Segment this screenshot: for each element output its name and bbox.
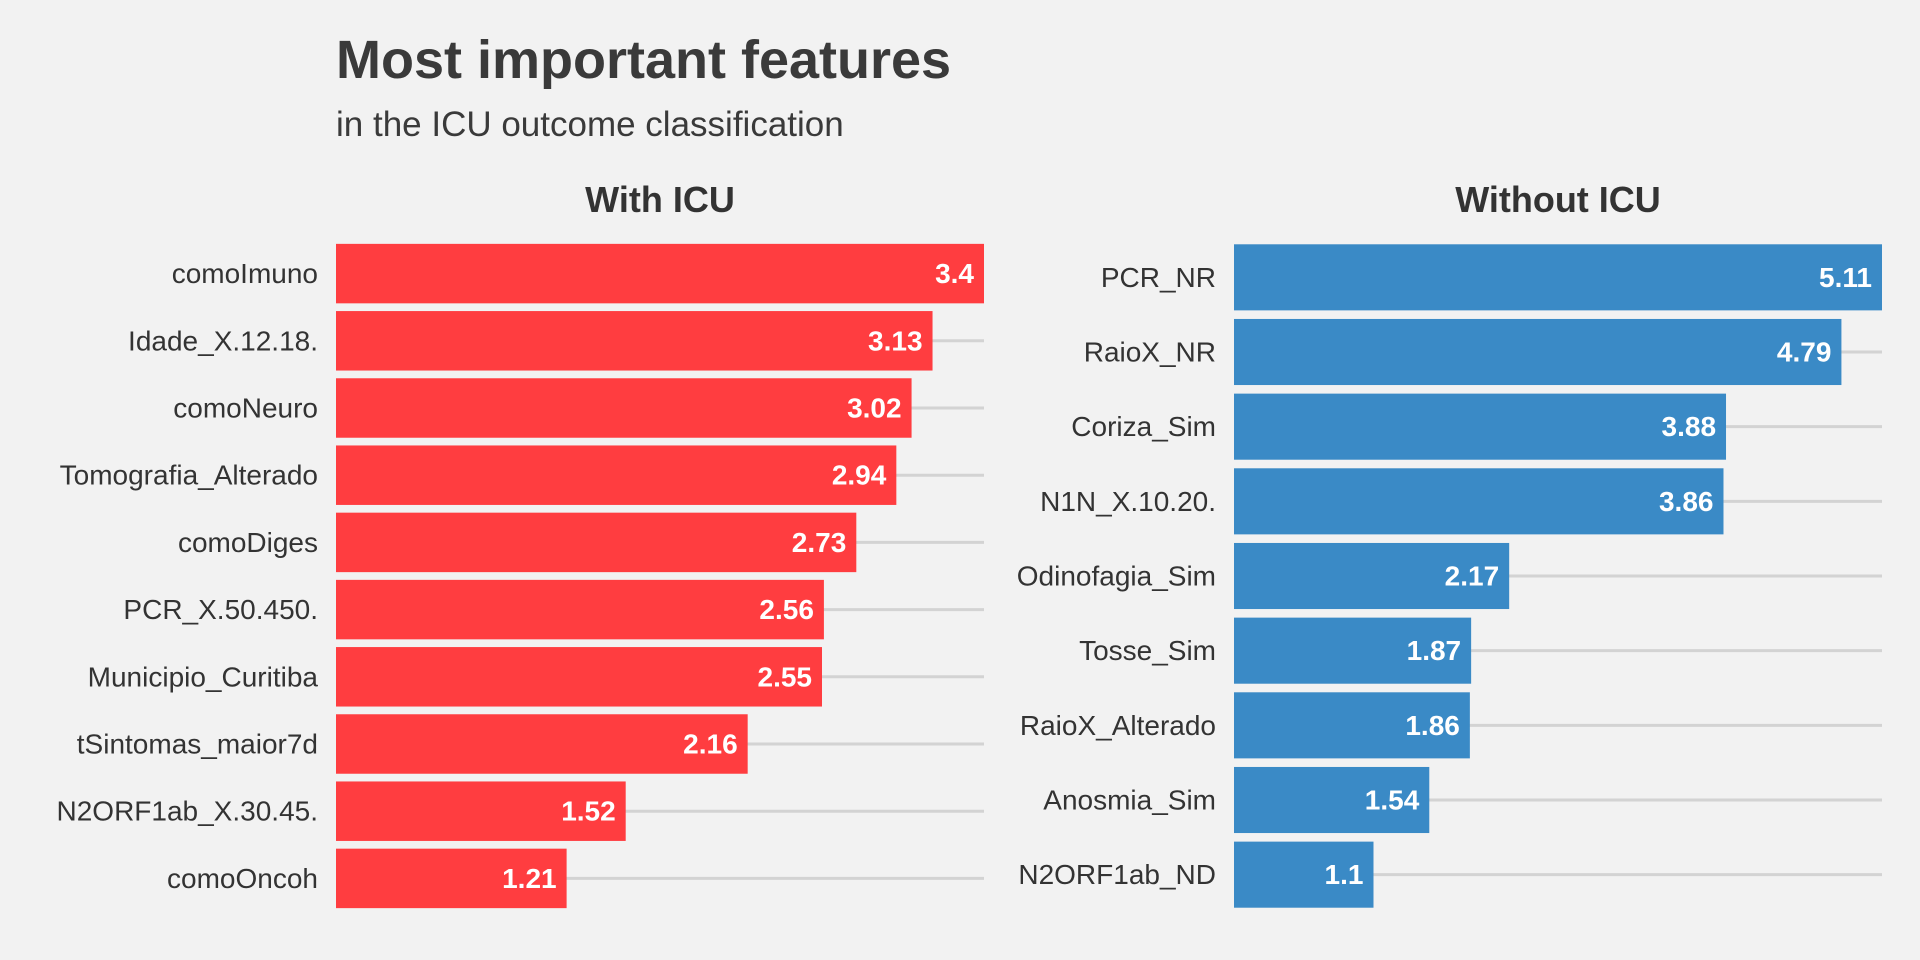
panel-0: With ICU comoImuno 3.4 Idade_X.12.18. 3.13 co…	[57, 179, 984, 909]
bar	[1234, 542, 1510, 610]
category-label: comoOncoh	[167, 863, 318, 894]
value-label: 5.11	[1819, 262, 1872, 293]
category-label: comoImuno	[172, 258, 318, 289]
value-label: 1.86	[1405, 710, 1460, 741]
panel-title: Without ICU	[1455, 179, 1661, 220]
value-label: 4.79	[1777, 337, 1832, 368]
bar	[336, 445, 897, 505]
category-label: Municipio_Curitiba	[88, 661, 319, 692]
value-label: 3.13	[868, 325, 923, 356]
category-label: RaioX_NR	[1084, 337, 1216, 368]
panel-1: Without ICU PCR_NR 5.11 RaioX_NR 4.79 Coriza_…	[1017, 179, 1882, 908]
bar	[336, 378, 912, 438]
value-label: 1.52	[561, 796, 616, 827]
value-label: 3.02	[847, 393, 902, 424]
category-label: Tomografia_Alterado	[60, 460, 318, 491]
value-label: 2.55	[758, 661, 813, 692]
value-label: 2.94	[832, 460, 887, 491]
chart-subtitle: in the ICU outcome classification	[336, 105, 844, 144]
category-label: Odinofagia_Sim	[1017, 561, 1216, 592]
category-label: tSintomas_maior7d	[77, 729, 318, 760]
chart-title: Most important features	[336, 30, 952, 90]
bar	[1234, 244, 1882, 311]
category-label: RaioX_Alterado	[1020, 710, 1216, 741]
category-label: Anosmia_Sim	[1043, 785, 1216, 816]
bar	[1234, 468, 1724, 535]
bar	[1234, 692, 1470, 759]
bar	[336, 647, 822, 707]
bar	[336, 781, 626, 841]
category-label: Coriza_Sim	[1071, 411, 1216, 442]
bar	[1234, 841, 1374, 908]
bar	[1234, 617, 1472, 684]
bar	[336, 512, 857, 573]
category-label: PCR_NR	[1101, 262, 1216, 293]
value-label: 1.21	[502, 863, 557, 894]
bar	[336, 243, 984, 304]
category-label: N2ORF1ab_X.30.45.	[57, 796, 319, 827]
value-label: 2.73	[792, 527, 847, 558]
value-label: 3.4	[935, 258, 974, 289]
value-label: 1.54	[1365, 785, 1420, 816]
value-label: 2.56	[759, 594, 814, 625]
category-label: Tosse_Sim	[1079, 635, 1216, 666]
bar	[336, 714, 748, 774]
bar	[1234, 318, 1842, 386]
value-label: 3.86	[1659, 486, 1714, 517]
category-label: PCR_X.50.450.	[123, 594, 318, 625]
value-label: 2.17	[1445, 561, 1500, 592]
bar	[336, 848, 567, 909]
bar	[336, 579, 824, 640]
value-label: 3.88	[1662, 411, 1717, 442]
category-label: Idade_X.12.18.	[128, 325, 318, 356]
category-label: comoDiges	[178, 527, 318, 558]
value-label: 1.87	[1407, 635, 1462, 666]
category-label: N2ORF1ab_ND	[1018, 859, 1216, 890]
bar	[336, 311, 933, 371]
value-label: 1.1	[1325, 859, 1364, 890]
bar	[1234, 766, 1430, 834]
category-label: N1N_X.10.20.	[1040, 486, 1216, 517]
panel-title: With ICU	[585, 179, 735, 220]
bar	[1234, 393, 1727, 460]
value-label: 2.16	[683, 729, 738, 760]
category-label: comoNeuro	[173, 393, 318, 424]
